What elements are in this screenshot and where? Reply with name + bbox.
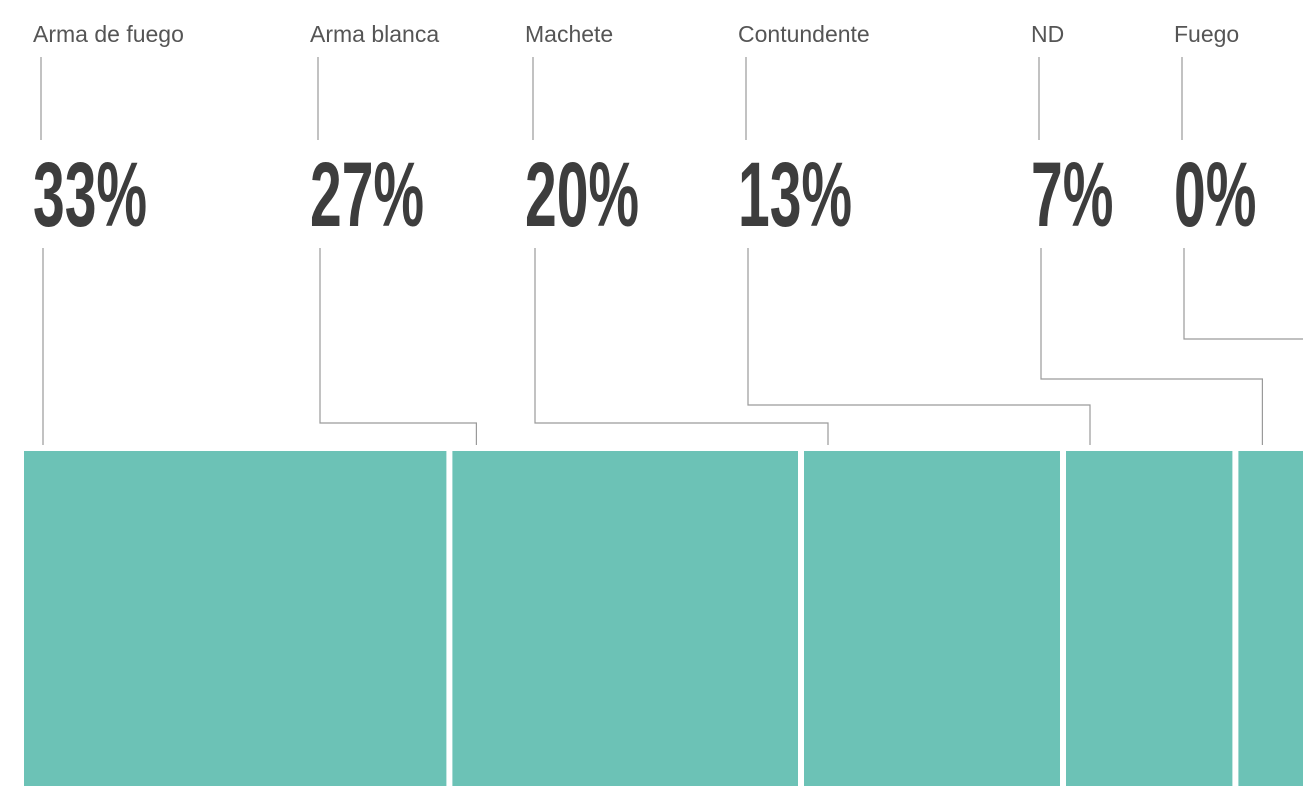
- category-label: ND: [1031, 21, 1064, 47]
- value-label: 7%: [1031, 144, 1113, 246]
- connector: [534, 248, 829, 445]
- bar: [804, 451, 1060, 786]
- value-label: 33%: [33, 144, 147, 246]
- connector: [1183, 248, 1303, 340]
- value-label: 0%: [1174, 144, 1256, 246]
- value-label: 27%: [310, 144, 424, 246]
- category-label: Arma de fuego: [33, 21, 184, 47]
- connector: [319, 248, 477, 445]
- bar: [452, 451, 798, 786]
- connector: [747, 248, 1091, 445]
- category-label: Contundente: [738, 21, 870, 47]
- category-label: Arma blanca: [310, 21, 439, 47]
- value-label: 13%: [738, 144, 852, 246]
- category-label: Machete: [525, 21, 613, 47]
- bar: [1066, 451, 1233, 786]
- bar: [24, 451, 447, 786]
- value-label: 20%: [525, 144, 639, 246]
- connector: [1040, 248, 1263, 445]
- category-label: Fuego: [1174, 21, 1239, 47]
- bar: [1238, 451, 1303, 786]
